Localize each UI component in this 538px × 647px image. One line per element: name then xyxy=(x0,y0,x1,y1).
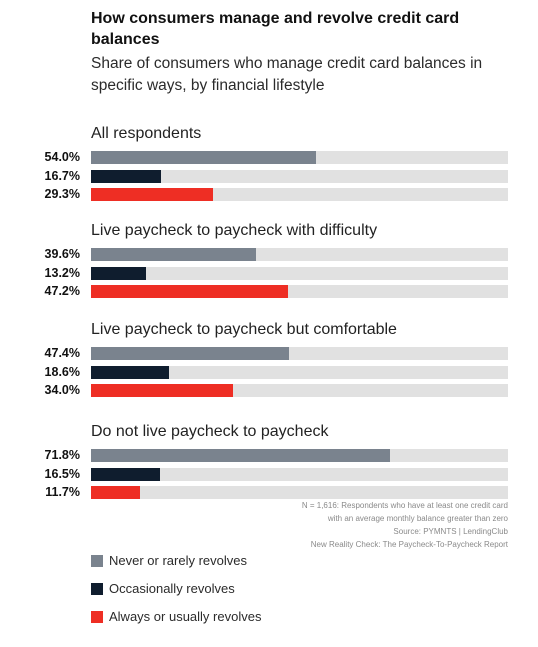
group-label: All respondents xyxy=(91,125,202,142)
bar-track xyxy=(91,248,508,261)
bar-never xyxy=(91,248,257,261)
legend-swatch-occasionally xyxy=(91,583,103,595)
legend-item-never: Never or rarely revolves xyxy=(91,553,391,569)
bar-track xyxy=(91,285,508,298)
data-label: 39.6% xyxy=(44,247,80,261)
legend-item-occasionally: Occasionally revolves xyxy=(91,581,391,597)
bar-occasionally xyxy=(91,170,161,183)
bar-row-occasionally: 16.5% xyxy=(0,467,538,482)
bar-occasionally xyxy=(91,366,169,379)
group-do-not-live-paycheck-to-paycheck: Do not live paycheck to paycheck 71.8% 16.… xyxy=(0,422,538,502)
data-label: 47.2% xyxy=(44,284,80,298)
bar-always xyxy=(91,486,140,499)
data-label: 47.4% xyxy=(44,346,80,360)
legend-label-always: Always or usually revolves xyxy=(109,609,262,624)
bar-track xyxy=(91,468,508,481)
bar-row-never: 71.8% xyxy=(0,448,538,463)
group-live-paycheck-to-paycheck-but-comfortable: Live paycheck to paycheck but comfortabl… xyxy=(0,320,538,400)
bar-never xyxy=(91,449,391,462)
bar-occasionally xyxy=(91,267,147,280)
bar-track xyxy=(91,366,508,379)
chart-subtitle: Share of consumers who manage credit car… xyxy=(91,55,483,94)
bar-track xyxy=(91,486,508,499)
bar-track xyxy=(91,188,508,201)
bar-always xyxy=(91,384,233,397)
bar-track xyxy=(91,347,508,360)
group-live-paycheck-to-paycheck-with-difficulty: Live paycheck to paycheck with difficult… xyxy=(0,221,538,301)
group-all-respondents: All respondents 54.0% 16.7% 29.3% xyxy=(0,124,538,204)
data-label: 16.5% xyxy=(44,467,80,481)
bar-never xyxy=(91,151,317,164)
group-label: Live paycheck to paycheck with difficult… xyxy=(91,222,378,239)
note-line: New Reality Check: The Paycheck-To-Paych… xyxy=(310,540,508,549)
bar-track xyxy=(91,170,508,183)
bar-row-occasionally: 16.7% xyxy=(0,169,538,184)
note-line: N = 1,616: Respondents who have at least… xyxy=(301,501,508,510)
bar-row-always: 47.2% xyxy=(0,284,538,299)
legend-swatch-always xyxy=(91,611,103,623)
data-label: 34.0% xyxy=(44,383,80,397)
bar-row-never: 47.4% xyxy=(0,346,538,361)
data-label: 18.6% xyxy=(44,365,80,379)
legend-label-occasionally: Occasionally revolves xyxy=(109,581,235,596)
bar-always xyxy=(91,188,214,201)
note-line: Source: PYMNTS | LendingClub xyxy=(393,527,508,536)
chart-title: How consumers manage and revolve credit … xyxy=(91,10,460,48)
data-label: 29.3% xyxy=(44,187,80,201)
legend-label-never: Never or rarely revolves xyxy=(109,553,247,568)
bar-row-always: 34.0% xyxy=(0,383,538,398)
bar-track xyxy=(91,267,508,280)
bar-track xyxy=(91,151,508,164)
bar-track xyxy=(91,449,508,462)
data-label: 54.0% xyxy=(44,150,80,164)
bar-row-always: 11.7% xyxy=(0,485,538,500)
bar-row-never: 39.6% xyxy=(0,247,538,262)
bar-row-never: 54.0% xyxy=(0,150,538,165)
data-label: 71.8% xyxy=(44,448,80,462)
legend-swatch-never xyxy=(91,555,103,567)
bar-track xyxy=(91,384,508,397)
data-label: 16.7% xyxy=(44,169,80,183)
data-label: 11.7% xyxy=(45,485,80,499)
group-label: Do not live paycheck to paycheck xyxy=(91,423,329,440)
legend-item-always: Always or usually revolves xyxy=(91,609,391,625)
data-label: 13.2% xyxy=(44,266,80,280)
bar-row-occasionally: 13.2% xyxy=(0,266,538,281)
bar-occasionally xyxy=(91,468,160,481)
bar-never xyxy=(91,347,289,360)
group-label: Live paycheck to paycheck but comfortabl… xyxy=(91,321,397,338)
bar-always xyxy=(91,285,288,298)
note-line: with an average monthly balance greater … xyxy=(327,514,508,523)
bar-row-always: 29.3% xyxy=(0,187,538,202)
bar-row-occasionally: 18.6% xyxy=(0,365,538,380)
